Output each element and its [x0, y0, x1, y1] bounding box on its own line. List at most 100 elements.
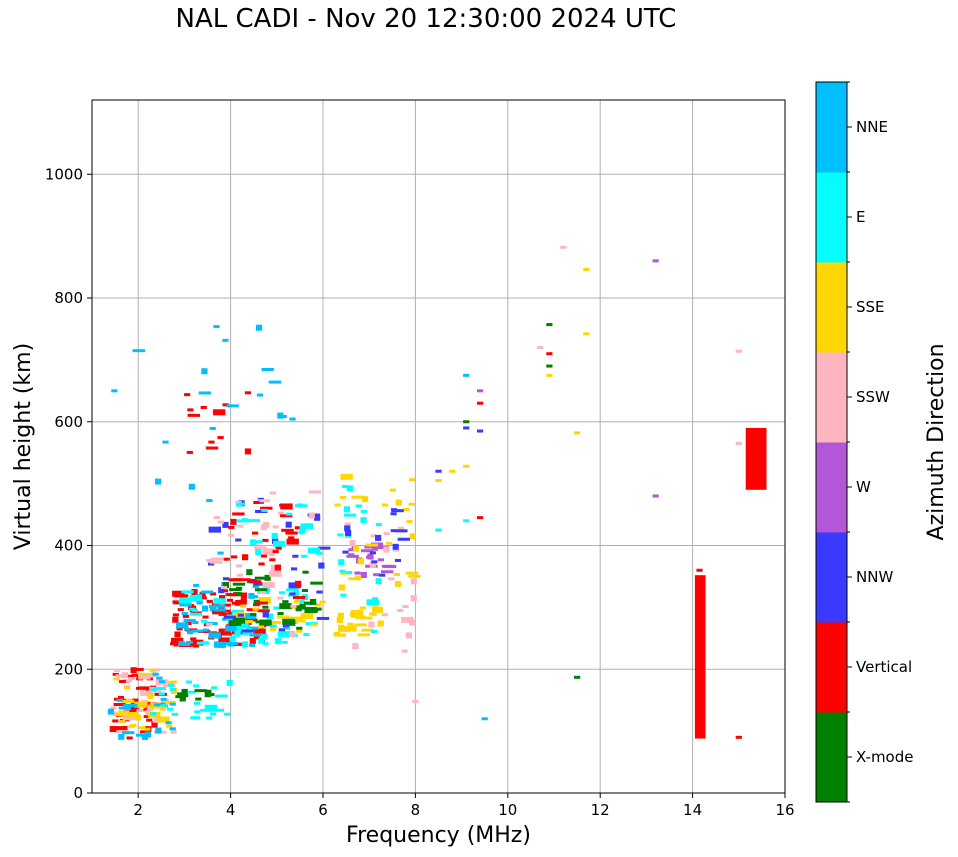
x-tick-label: 4: [226, 801, 236, 819]
data-point: [298, 600, 305, 604]
x-tick-label: 2: [133, 801, 143, 819]
data-point: [187, 408, 194, 412]
data-point: [188, 483, 195, 490]
data-point: [260, 506, 273, 510]
data-point: [289, 592, 296, 596]
data-point: [344, 522, 351, 526]
data-point: [241, 518, 248, 522]
data-point: [179, 597, 192, 604]
data-point: [354, 615, 361, 619]
data-point: [299, 603, 306, 610]
data-point: [435, 479, 442, 483]
data-point: [338, 625, 351, 632]
data-point: [177, 608, 184, 612]
data-point: [376, 546, 390, 550]
data-point: [167, 683, 175, 687]
data-point: [131, 667, 144, 671]
data-point: [247, 519, 261, 523]
data-point: [537, 346, 544, 349]
data-point: [346, 571, 353, 575]
data-point: [300, 612, 314, 619]
data-point: [183, 619, 196, 623]
data-point: [213, 598, 226, 605]
data-point: [310, 581, 323, 585]
data-point: [255, 620, 262, 624]
data-point: [237, 613, 244, 617]
data-point: [435, 469, 442, 473]
data-point: [257, 499, 271, 503]
data-point: [282, 619, 296, 626]
data-point: [107, 708, 114, 715]
data-point: [175, 695, 182, 699]
data-point: [123, 686, 131, 690]
data-point: [172, 616, 179, 623]
x-tick-label: 12: [591, 801, 610, 819]
data-point: [269, 491, 277, 495]
data-point: [735, 735, 742, 739]
data-point: [304, 607, 317, 614]
data-point: [271, 621, 278, 625]
data-point: [300, 523, 314, 530]
data-point: [211, 557, 224, 561]
data-point: [251, 595, 259, 599]
data-point: [370, 629, 378, 633]
data-point: [190, 716, 197, 720]
data-point: [268, 380, 282, 384]
data-point: [143, 714, 150, 718]
data-point: [375, 534, 382, 541]
data-point: [337, 612, 344, 619]
data-point: [113, 712, 120, 716]
data-point: [179, 693, 187, 700]
data-point: [408, 478, 416, 482]
data-point: [395, 529, 408, 533]
data-point: [225, 625, 238, 632]
data-point: [157, 716, 170, 723]
data-point: [259, 619, 272, 626]
data-point: [231, 601, 238, 605]
y-tick-label: 200: [54, 660, 83, 678]
data-point: [119, 720, 126, 724]
data-point: [215, 694, 228, 698]
data-point: [346, 485, 354, 492]
data-point: [118, 733, 125, 740]
data-point: [152, 672, 159, 676]
data-point: [172, 613, 180, 617]
data-point: [156, 676, 163, 680]
data-point: [392, 543, 399, 550]
data-point: [353, 545, 360, 552]
data-point: [112, 719, 119, 723]
data-point: [179, 698, 186, 702]
data-point: [315, 607, 322, 611]
data-point: [153, 687, 166, 691]
data-point: [190, 637, 197, 641]
data-point: [226, 598, 233, 602]
data-point: [277, 511, 285, 515]
y-tick-label: 1000: [45, 165, 83, 183]
plot-frame: [91, 99, 786, 794]
data-point: [340, 593, 347, 597]
data-point: [175, 622, 189, 629]
data-point: [257, 627, 265, 634]
data-point: [377, 620, 384, 627]
data-point: [355, 504, 362, 508]
x-tick-label: 8: [411, 801, 421, 819]
data-point: [463, 464, 470, 468]
data-point: [242, 629, 249, 636]
data-bar: [745, 427, 767, 490]
data-point: [311, 609, 319, 613]
data-point: [337, 624, 345, 628]
data-point: [408, 574, 421, 578]
data-point: [574, 675, 581, 679]
data-point: [370, 534, 377, 538]
data-point: [209, 592, 217, 596]
data-point: [208, 526, 222, 533]
data-point: [235, 592, 243, 596]
data-point: [194, 710, 201, 714]
data-point: [236, 625, 243, 632]
data-point: [241, 554, 249, 561]
data-point: [146, 718, 153, 722]
data-point: [209, 712, 217, 716]
data-point: [286, 538, 299, 545]
data-point: [290, 604, 297, 608]
colorbar-label: X-mode: [856, 748, 913, 766]
